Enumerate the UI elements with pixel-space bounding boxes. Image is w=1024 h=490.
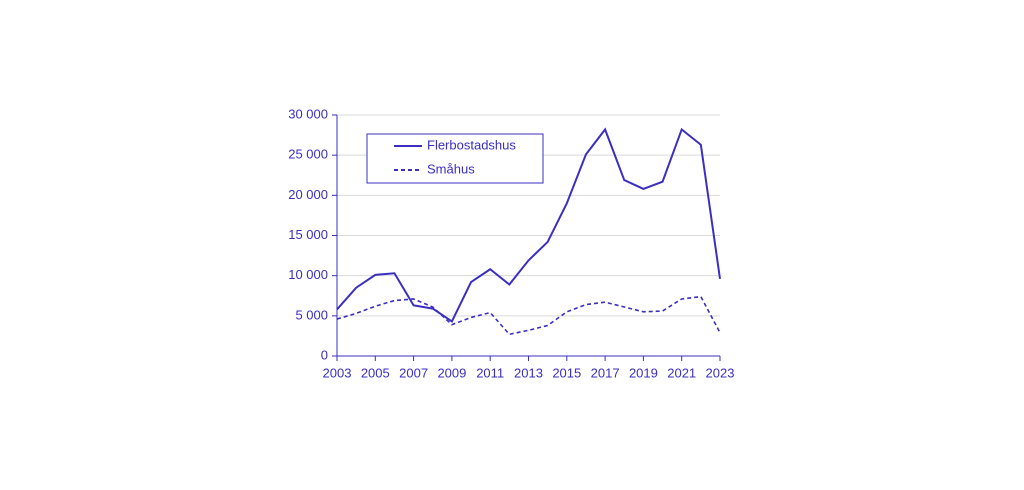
- y-tick-label: 10 000: [288, 267, 328, 282]
- x-tick-label: 2011: [476, 365, 504, 380]
- x-tick-label: 2015: [552, 365, 581, 380]
- x-tick-label: 2005: [361, 365, 390, 380]
- legend-box: [366, 133, 544, 184]
- x-tick-label: 2017: [591, 365, 620, 380]
- x-tick-label: 2007: [399, 365, 428, 380]
- y-tick-label: 30 000: [288, 106, 328, 121]
- x-tick-label: 2019: [629, 365, 658, 380]
- y-tick-label: 5 000: [295, 307, 328, 322]
- y-tick-label: 25 000: [288, 147, 328, 162]
- y-tick-label: 20 000: [288, 187, 328, 202]
- x-tick-label: 2021: [667, 365, 696, 380]
- series-line: [336, 295, 721, 336]
- y-tick-label: 0: [321, 347, 328, 362]
- x-tick-label: 2013: [514, 365, 543, 380]
- y-tick-label: 15 000: [288, 227, 328, 242]
- legend-label: Småhus: [427, 161, 475, 176]
- x-tick-label: 2023: [706, 365, 735, 380]
- x-tick-label: 2009: [437, 365, 466, 380]
- legend-label: Flerbostadshus: [427, 137, 516, 152]
- x-tick-label: 2003: [323, 365, 352, 380]
- series-line: [336, 127, 721, 323]
